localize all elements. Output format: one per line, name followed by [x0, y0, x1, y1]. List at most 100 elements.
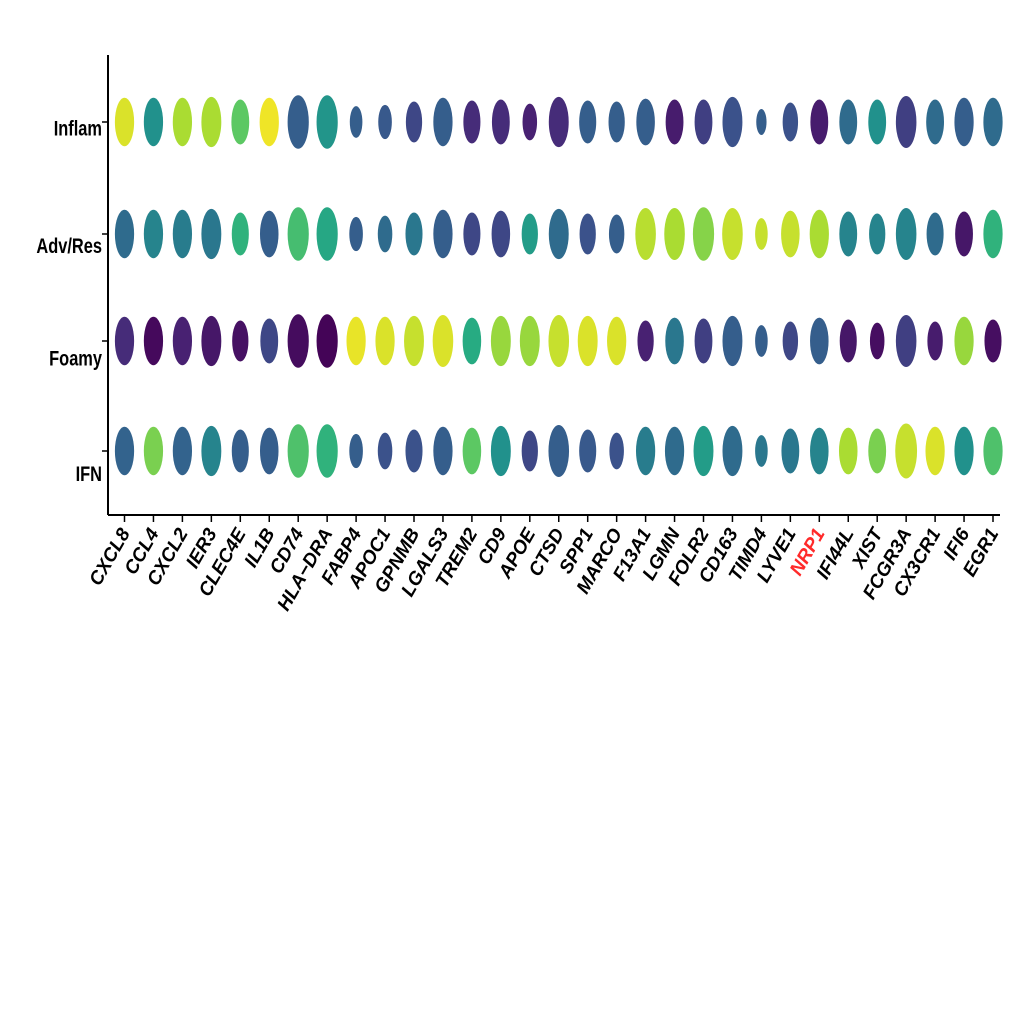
dot-inflam-hla-dra: [316, 95, 338, 149]
dot-adv-res-lyve1: [781, 210, 800, 258]
dot-adv-res-apoc1: [377, 215, 393, 253]
dot-foamy-cxcl8: [114, 316, 135, 366]
dot-inflam-cxcl8: [114, 97, 135, 147]
dot-inflam-nrp1: [810, 99, 829, 145]
dot-ifn-fabp4: [349, 433, 363, 469]
dot-adv-res-nrp1: [809, 209, 829, 259]
dot-foamy-xist: [869, 322, 885, 360]
dot-foamy-hla-dra: [316, 314, 338, 368]
dot-ifn-fcgr3a: [895, 423, 918, 479]
dot-inflam-marco: [608, 101, 625, 143]
dot-ifn-il1b: [259, 427, 279, 475]
dot-ifn-ifi6: [954, 426, 974, 476]
dot-ifn-gpnmb: [405, 429, 423, 473]
dot-ifn-cd9: [490, 425, 511, 477]
dots-layer: [114, 95, 1003, 479]
dot-inflam-timd4: [756, 109, 767, 135]
y-axis: Inflam Adv/Res Foamy IFN: [36, 55, 109, 515]
dot-foamy-timd4: [755, 325, 768, 357]
dot-ifn-ier3: [201, 425, 222, 477]
dot-foamy-cd74: [287, 314, 309, 368]
dot-foamy-cx3cr1: [927, 321, 943, 361]
dot-inflam-folr2: [694, 99, 713, 145]
dot-adv-res-cxcl2: [172, 209, 193, 259]
dot-inflam-ccl4: [143, 97, 164, 147]
dot-inflam-cd9: [491, 99, 510, 145]
dot-adv-res-clec4e: [231, 212, 249, 256]
dot-foamy-il1b: [260, 318, 279, 364]
dot-inflam-xist: [868, 99, 887, 145]
dot-adv-res-cx3cr1: [926, 212, 944, 256]
dot-adv-res-trem2: [463, 212, 481, 256]
dot-ifn-ccl4: [143, 426, 164, 476]
row-label-ifn: IFN: [76, 462, 102, 485]
dot-foamy-nrp1: [810, 317, 829, 365]
dot-adv-res-fabp4: [349, 216, 363, 252]
dot-foamy-lgmn: [665, 317, 684, 365]
dot-inflam-lgmn: [665, 99, 684, 145]
dot-foamy-gpnmb: [404, 315, 424, 367]
dot-inflam-apoc1: [378, 104, 392, 140]
dot-adv-res-timd4: [755, 218, 768, 250]
dot-adv-res-ifi44l: [839, 211, 858, 257]
dot-adv-res-cd74: [287, 207, 309, 261]
dot-adv-res-cd163: [722, 208, 743, 260]
dot-ifn-clec4e: [231, 429, 249, 473]
dot-foamy-lyve1: [782, 321, 799, 361]
dot-inflam-cxcl2: [172, 97, 193, 147]
dot-inflam-ifi44l: [839, 99, 858, 145]
dot-foamy-apoc1: [375, 316, 395, 366]
dot-adv-res-ccl4: [143, 209, 164, 259]
dot-ifn-hla-dra: [316, 424, 338, 478]
dot-foamy-cd163: [722, 315, 743, 367]
dot-foamy-cd9: [490, 315, 511, 367]
dot-foamy-trem2: [462, 317, 482, 365]
dot-foamy-folr2: [694, 318, 713, 364]
dot-inflam-spp1: [579, 100, 597, 144]
dot-inflam-cx3cr1: [926, 99, 945, 145]
dot-inflam-cd74: [287, 95, 309, 149]
dot-foamy-ifi6: [954, 316, 974, 366]
dot-foamy-clec4e: [232, 320, 249, 362]
dot-adv-res-spp1: [579, 213, 596, 255]
row-label-adv-res: Adv/Res: [36, 234, 102, 257]
dot-inflam-gpnmb: [405, 101, 423, 143]
dot-ifn-timd4: [755, 435, 768, 467]
dot-foamy-ier3: [201, 315, 222, 367]
dot-foamy-ccl4: [143, 316, 164, 366]
dot-foamy-lgals3: [432, 315, 454, 367]
dot-inflam-ctsd: [548, 96, 569, 148]
dot-ifn-marco: [609, 432, 624, 470]
dot-ifn-cd163: [722, 425, 743, 477]
dot-ifn-lyve1: [781, 428, 800, 474]
dot-adv-res-ier3: [201, 208, 222, 260]
dot-inflam-egr1: [983, 97, 1003, 147]
dot-adv-res-f13a1: [635, 208, 656, 260]
dot-ifn-ifi44l: [838, 427, 858, 475]
dot-adv-res-lgmn: [664, 208, 685, 260]
dot-ifn-xist: [868, 428, 887, 474]
dot-adv-res-ifi6: [955, 211, 973, 257]
dot-inflam-fcgr3a: [895, 96, 917, 148]
dot-inflam-cd163: [722, 96, 743, 148]
dot-foamy-fabp4: [346, 316, 366, 366]
dot-adv-res-marco: [608, 214, 625, 254]
dot-foamy-marco: [607, 316, 627, 366]
dot-foamy-apoe: [519, 315, 540, 367]
dot-ifn-egr1: [983, 426, 1003, 476]
dot-inflam-f13a1: [636, 98, 655, 146]
dot-adv-res-folr2: [692, 207, 715, 261]
dot-foamy-ifi44l: [839, 319, 857, 363]
dot-adv-res-cd9: [491, 210, 511, 258]
dot-ifn-folr2: [693, 425, 714, 477]
dot-ifn-ctsd: [548, 425, 570, 477]
dot-adv-res-cxcl8: [114, 209, 135, 259]
dot-foamy-fcgr3a: [895, 315, 917, 367]
dot-inflam-fabp4: [349, 106, 363, 138]
dot-ifn-cxcl2: [172, 426, 193, 476]
dot-inflam-lyve1: [782, 102, 799, 142]
dot-ifn-nrp1: [810, 427, 829, 475]
dot-adv-res-gpnmb: [405, 212, 423, 256]
dot-inflam-il1b: [259, 97, 279, 147]
